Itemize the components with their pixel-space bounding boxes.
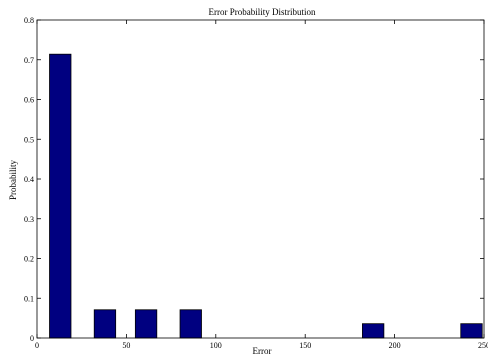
y-tick-label-1: 0.1 [24, 294, 34, 303]
y-tick-label-0: 0 [30, 334, 34, 343]
x-tick-label-4: 200 [389, 341, 401, 350]
x-axis-title: Error [253, 346, 272, 356]
y-axis-title: Probability [8, 160, 18, 200]
x-tick-label-3: 150 [299, 341, 311, 350]
x-tick-label-5: 250 [478, 341, 488, 350]
y-tick-label-7: 0.7 [24, 56, 34, 65]
y-tick-label-6: 0.6 [24, 96, 34, 105]
bar-3 [179, 309, 202, 339]
bar-5 [460, 323, 483, 339]
plot-frame [36, 19, 485, 339]
bar-2 [134, 309, 158, 339]
y-tick-label-3: 0.3 [24, 215, 34, 224]
y-tick-label-2: 0.2 [24, 255, 34, 264]
bar-1 [93, 309, 117, 339]
x-tick-label-1: 50 [122, 341, 130, 350]
x-tick-label-2: 100 [210, 341, 222, 350]
y-tick-label-5: 0.5 [24, 135, 34, 144]
plot-area: 0 50 100 150 200 250 0 0.1 0.2 0.3 0.4 0.5 0.6 0.7 0.8 [24, 16, 488, 350]
bar-4 [362, 323, 385, 339]
x-tick-label-0: 0 [35, 341, 39, 350]
bar-0 [49, 53, 72, 339]
y-tick-label-8: 0.8 [24, 16, 34, 25]
y-tick-label-4: 0.4 [24, 175, 34, 184]
chart-title: Error Probability Distribution [209, 7, 316, 17]
